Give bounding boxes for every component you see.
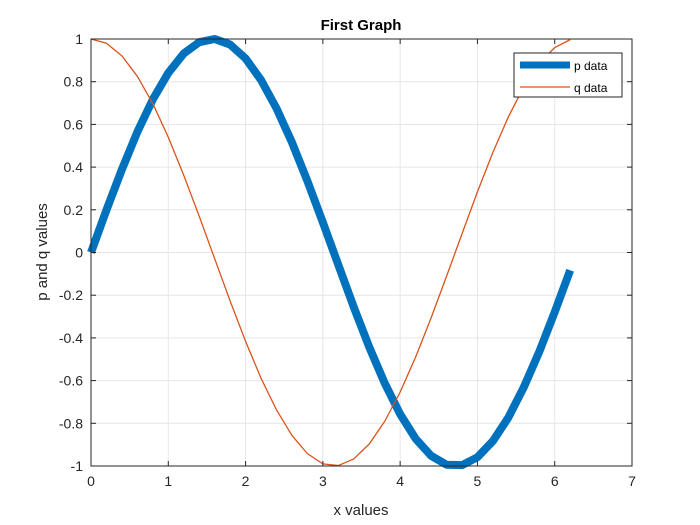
- y-tick-label: 0.6: [64, 116, 84, 132]
- y-tick-label: -0.8: [59, 415, 83, 431]
- ticks: [90, 38, 633, 467]
- series-line-q-data: [90, 38, 571, 467]
- y-tick-label: 0.8: [64, 74, 84, 90]
- x-tick-label: 1: [164, 473, 172, 489]
- y-tick-label: -0.6: [59, 373, 83, 389]
- series-line-p-data: [87, 35, 574, 470]
- y-tick-label: 0.4: [64, 159, 84, 175]
- y-tick-label: 0.2: [64, 202, 84, 218]
- y-tick-label: 0: [75, 245, 83, 261]
- x-tick-label: 5: [474, 473, 482, 489]
- y-tick-label: -0.2: [59, 287, 83, 303]
- x-tick-label: 6: [551, 473, 559, 489]
- series-layer: [87, 35, 574, 470]
- y-tick-label: 1: [75, 31, 83, 47]
- legend: p data q data: [513, 52, 623, 98]
- legend-label-p-data: p data: [574, 59, 608, 73]
- tick-labels: 0 1 2 3 4 5 6 7 -1 -0.8 -0.6 -0.4 -0.2 0 0.2 0.4 0.6 0.8 1: [59, 31, 636, 489]
- x-tick-label: 4: [396, 473, 404, 489]
- x-tick-label: 0: [87, 473, 95, 489]
- x-tick-label: 2: [242, 473, 250, 489]
- y-tick-label: -0.4: [59, 330, 83, 346]
- x-tick-label: 7: [628, 473, 636, 489]
- y-tick-label: -1: [71, 458, 84, 474]
- x-tick-label: 3: [319, 473, 327, 489]
- chart-title: First Graph: [321, 17, 402, 34]
- x-axis-label: x values: [333, 502, 388, 519]
- legend-box: [513, 52, 623, 98]
- y-axis-label: p and q values: [34, 203, 51, 301]
- legend-label-q-data: q data: [574, 81, 608, 95]
